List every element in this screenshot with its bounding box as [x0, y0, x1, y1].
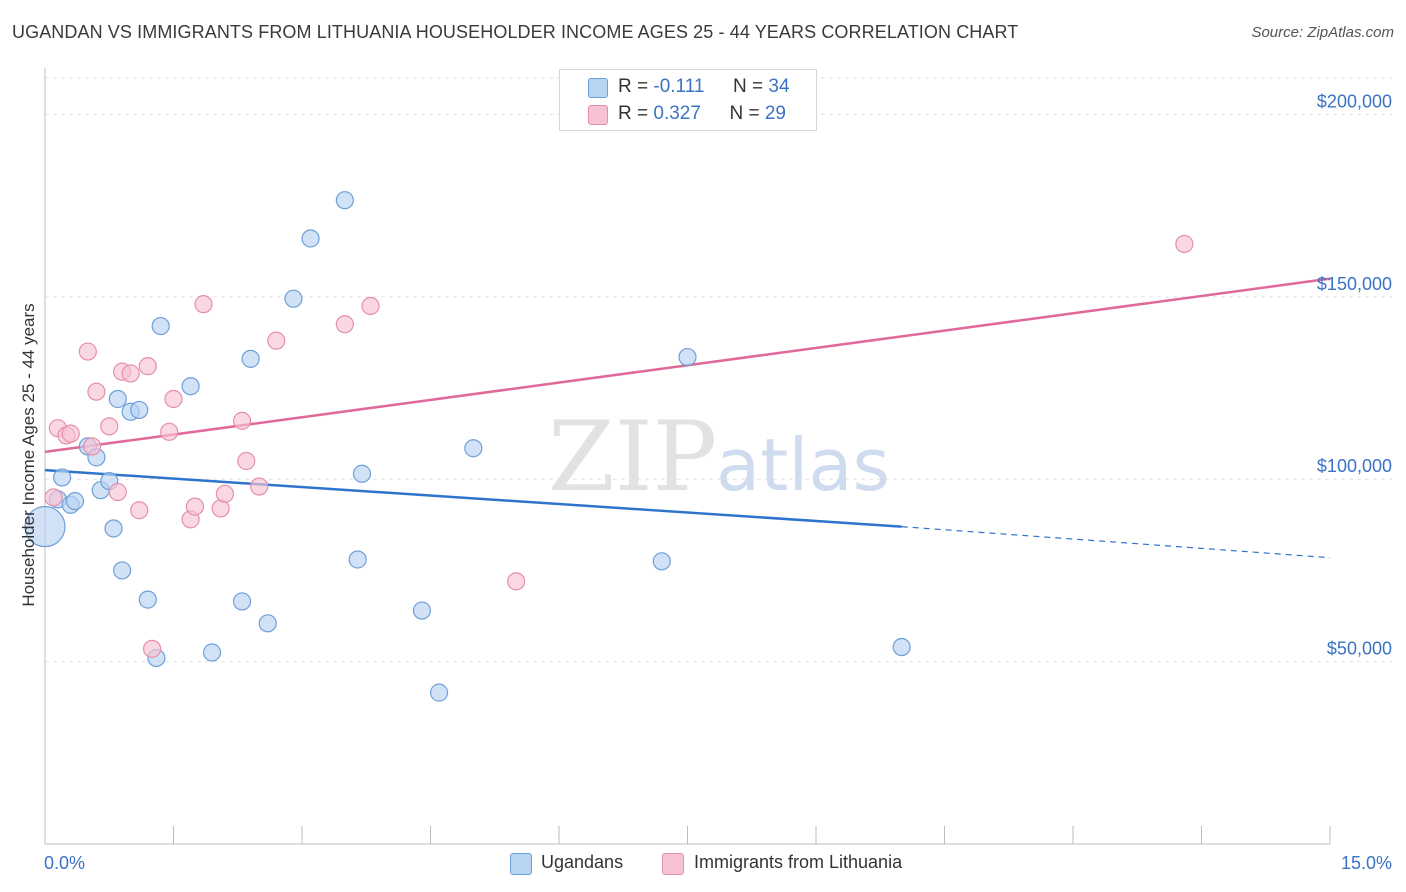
- y-tick-label: $50,000: [1327, 639, 1392, 659]
- point-pink: [78, 342, 97, 361]
- point-pink: [215, 484, 234, 503]
- point-blue: [151, 316, 170, 336]
- point-blue: [24, 506, 66, 548]
- point-pink: [361, 296, 380, 316]
- y-tick-label: $200,000: [1317, 91, 1392, 111]
- bottom-legend-swatch-lithuania: [662, 853, 684, 875]
- bottom-legend-swatch-ugandans: [510, 853, 532, 875]
- point-blue: [429, 683, 449, 702]
- legend-row-lithuania: R = 0.327 N = 29: [618, 103, 786, 125]
- legend-swatch-ugandans: [588, 78, 608, 98]
- x-tick-label-max: 15.0%: [1341, 853, 1392, 873]
- legend-r-value: 0.327: [653, 103, 701, 124]
- point-blue: [412, 601, 432, 620]
- grid-lines: [45, 77, 1392, 663]
- point-blue: [348, 550, 367, 569]
- point-pink: [108, 482, 127, 502]
- point-pink: [100, 417, 119, 436]
- point-blue: [181, 377, 200, 396]
- point-blue: [678, 347, 697, 367]
- point-blue: [258, 614, 277, 633]
- y-tick-label: $100,000: [1317, 456, 1392, 476]
- legend-swatch-lithuania: [588, 105, 608, 125]
- point-pink: [194, 295, 213, 314]
- point-blue: [130, 400, 149, 420]
- point-pink: [164, 389, 183, 409]
- point-pink: [83, 437, 102, 456]
- point-pink: [250, 477, 269, 496]
- point-pink: [121, 364, 140, 383]
- point-blue: [284, 289, 303, 308]
- point-pink: [237, 451, 256, 471]
- legend-r-label: R =: [618, 103, 654, 124]
- point-pink: [130, 501, 149, 520]
- point-blue: [464, 439, 483, 458]
- point-blue: [352, 464, 372, 483]
- point-pink: [160, 422, 179, 441]
- y-axis-title: Householder Income Ages 25 - 44 years: [19, 303, 38, 606]
- legend-n-value: 34: [768, 76, 790, 97]
- point-pink: [232, 411, 252, 430]
- watermark-atlas: atlas: [716, 423, 890, 507]
- point-blue: [335, 191, 354, 210]
- data-points: [24, 191, 1194, 702]
- point-pink: [1175, 234, 1194, 254]
- legend-n-label: N =: [733, 76, 769, 97]
- point-pink: [267, 331, 286, 350]
- bottom-legend-lithuania: Immigrants from Lithuania: [694, 852, 903, 872]
- legend: R = -0.111 N = 34 R = 0.327 N = 29: [559, 69, 817, 131]
- legend-row-ugandans: R = -0.111 N = 34: [618, 76, 790, 98]
- trend-extension-blue: [901, 526, 1331, 559]
- point-pink: [61, 424, 80, 443]
- trend-line-blue: [44, 468, 902, 528]
- point-pink: [185, 497, 205, 516]
- point-blue: [112, 561, 132, 580]
- point-blue: [138, 590, 157, 609]
- x-tick-label-min: 0.0%: [44, 853, 85, 873]
- point-blue: [652, 552, 671, 571]
- y-tick-label: $150,000: [1317, 274, 1392, 294]
- point-pink: [335, 315, 354, 334]
- chart-title: UGANDAN VS IMMIGRANTS FROM LITHUANIA HOU…: [12, 22, 1019, 42]
- legend-r-value: -0.111: [653, 76, 705, 97]
- point-blue: [53, 468, 72, 487]
- legend-n-value: 29: [764, 103, 786, 124]
- point-blue: [108, 389, 127, 409]
- point-pink: [142, 639, 162, 658]
- point-pink: [44, 488, 63, 507]
- point-blue: [301, 229, 320, 248]
- bottom-legend-ugandans: Ugandans: [541, 852, 624, 872]
- legend-r-label: R =: [618, 76, 654, 97]
- watermark-zip: ZIP: [548, 401, 717, 513]
- point-blue: [892, 637, 911, 657]
- point-blue: [241, 349, 260, 368]
- point-blue: [202, 643, 222, 662]
- point-blue: [104, 519, 123, 538]
- source-label: Source: ZipAtlas.com: [1251, 24, 1394, 41]
- point-pink: [87, 382, 106, 401]
- tick-labels: $50,000 $100,000 $150,000 $200,000 0.0% 15.0%: [44, 91, 1392, 873]
- point-pink: [507, 572, 526, 591]
- axes: [44, 68, 1331, 845]
- point-pink: [138, 357, 157, 376]
- point-blue: [232, 592, 252, 611]
- point-blue: [65, 492, 85, 511]
- legend-n-label: N =: [729, 103, 765, 124]
